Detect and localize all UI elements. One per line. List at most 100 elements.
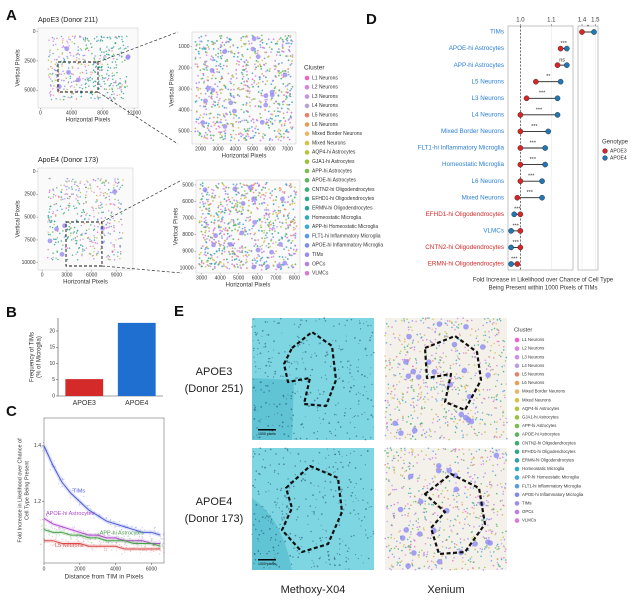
cell-dot xyxy=(224,239,227,242)
cell-dot xyxy=(409,433,411,436)
stain-dot xyxy=(304,367,307,369)
cell-dot xyxy=(196,130,199,133)
cell-dot xyxy=(86,180,88,182)
stain-dot xyxy=(362,488,365,490)
cell-dot xyxy=(419,386,422,388)
tim-dot xyxy=(252,219,258,225)
cell-dot xyxy=(246,260,249,263)
cell-dot xyxy=(72,205,75,207)
cell-dot xyxy=(200,220,203,223)
cell-dot xyxy=(284,98,287,101)
scatter-cloud xyxy=(115,549,118,551)
cell-dot xyxy=(117,206,120,209)
cell-dot xyxy=(453,408,456,411)
cell-dot xyxy=(473,504,476,507)
cell-dot xyxy=(505,356,508,359)
cell-dot xyxy=(392,333,395,335)
cell-dot xyxy=(278,120,281,122)
scatter-cloud xyxy=(105,548,108,550)
cell-dot xyxy=(242,209,245,211)
cell-dot xyxy=(49,233,51,236)
cell-dot xyxy=(120,203,122,205)
cell-dot xyxy=(84,63,86,66)
cell-dot xyxy=(409,545,411,547)
cell-dot xyxy=(49,221,52,224)
scatter-cloud xyxy=(126,523,128,526)
cell-dot xyxy=(402,545,405,548)
cell-dot xyxy=(207,186,210,189)
cell-dot xyxy=(205,223,208,226)
cell-dot xyxy=(71,92,73,95)
cell-dot xyxy=(497,340,500,343)
cell-dot xyxy=(274,75,277,77)
cell-dot xyxy=(393,359,395,361)
cell-dot xyxy=(119,251,122,253)
cell-dot xyxy=(235,77,238,80)
cell-dot xyxy=(462,453,465,455)
cell-dot xyxy=(387,387,390,390)
cell-dot xyxy=(48,219,51,222)
image-region xyxy=(252,378,294,440)
cell-dot xyxy=(277,114,280,117)
cell-dot xyxy=(401,549,403,552)
stain-dot xyxy=(271,357,273,359)
cell-dot xyxy=(288,212,291,215)
cell-dot xyxy=(498,354,501,357)
cell-dot xyxy=(424,542,427,545)
tim-dot xyxy=(398,430,404,436)
cell-dot xyxy=(241,73,244,76)
x-tick-label: 1.4 xyxy=(578,18,587,24)
cell-dot xyxy=(470,377,472,380)
cell-dot xyxy=(227,98,230,101)
stain-dot xyxy=(297,339,299,341)
cell-dot xyxy=(76,184,78,187)
stain-dot xyxy=(365,508,367,510)
cell-dot xyxy=(234,202,237,205)
cell-dot xyxy=(287,136,289,139)
cell-dot xyxy=(211,256,213,259)
y-tick-label: 2500 xyxy=(24,192,35,198)
cell-dot xyxy=(411,342,414,344)
dot xyxy=(508,228,514,234)
scatter-cloud xyxy=(57,527,60,529)
scatter-cloud xyxy=(63,533,65,536)
cell-dot xyxy=(226,238,228,240)
cell-dot xyxy=(83,54,86,57)
cell-dot xyxy=(465,390,467,393)
stain-dot xyxy=(343,414,346,417)
cell-dot xyxy=(437,504,440,507)
cell-dot xyxy=(277,71,280,74)
cell-dot xyxy=(118,221,120,223)
cell-dot xyxy=(70,186,73,188)
cell-dot xyxy=(50,219,53,222)
x-tick-label: 8000 xyxy=(97,110,108,116)
cell-dot xyxy=(454,505,457,508)
tim-dot xyxy=(451,341,458,348)
cell-dot xyxy=(229,113,232,116)
cell-dot xyxy=(440,492,443,495)
cell-dot xyxy=(60,184,62,186)
cell-dot xyxy=(59,205,62,207)
cell-dot xyxy=(490,396,493,399)
cell-dot xyxy=(64,185,67,188)
cell-dot xyxy=(446,320,449,322)
cell-dot xyxy=(479,362,481,364)
cell-dot xyxy=(258,255,261,258)
cell-dot xyxy=(235,63,238,65)
cell-dot xyxy=(75,232,78,234)
stain-dot xyxy=(364,438,367,441)
zoom-connector xyxy=(97,91,179,145)
cell-dot xyxy=(47,221,49,223)
cell-dot xyxy=(406,538,409,541)
cell-dot xyxy=(109,36,111,38)
stain-dot xyxy=(255,434,258,436)
cell-dot xyxy=(62,98,65,101)
cell-dot xyxy=(108,74,110,77)
region-outline xyxy=(280,464,344,554)
cell-dot xyxy=(261,59,264,62)
stain-dot xyxy=(258,493,260,495)
cell-dot xyxy=(247,209,249,212)
stain-dot xyxy=(319,491,321,493)
cell-dot xyxy=(203,136,206,139)
cell-dot xyxy=(481,512,483,515)
